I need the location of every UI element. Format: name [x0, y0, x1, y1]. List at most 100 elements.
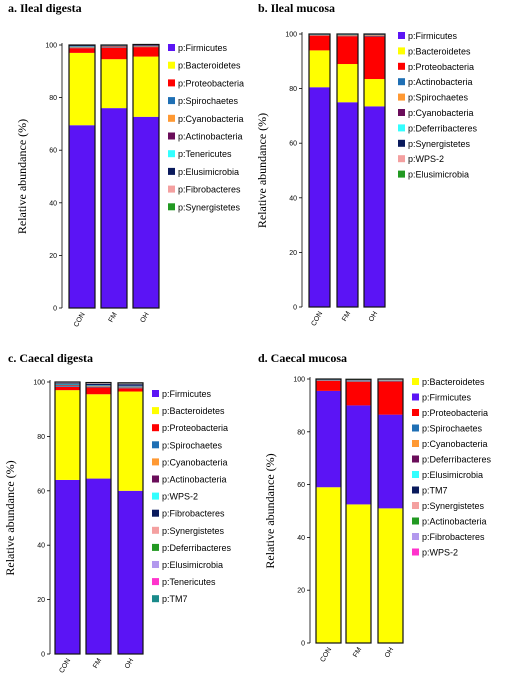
x-tick-label: OH — [139, 312, 150, 325]
legend-swatch — [168, 61, 175, 69]
y-tick-label: 20 — [297, 588, 305, 595]
x-tick-label: CON — [319, 647, 333, 664]
bar-outline — [345, 378, 372, 644]
legend-label: p:Synergistetes — [422, 501, 485, 511]
x-tick-label: FM — [92, 657, 103, 669]
legend-label: p:Firmicutes — [422, 393, 472, 403]
legend-label: p:Deferribacteres — [422, 455, 492, 465]
legend-label: p:Elusimicrobia — [162, 560, 223, 570]
legend-swatch — [152, 424, 159, 432]
x-tick-label: FM — [108, 311, 119, 323]
legend-swatch — [152, 407, 159, 415]
legend-label: p:Fibrobacteres — [422, 532, 485, 542]
y-tick-label: 0 — [293, 305, 297, 312]
x-tick-label: OH — [384, 647, 395, 660]
legend-label: p:Bacteroidetes — [408, 46, 471, 56]
bar-segment — [133, 47, 159, 57]
bar-segment — [55, 386, 80, 387]
bar-segment — [55, 386, 80, 391]
bar-segment — [364, 36, 385, 80]
y-tick-label: 80 — [289, 86, 297, 93]
legend-swatch — [152, 390, 159, 397]
legend-label: p:Elusimicrobia — [178, 167, 239, 177]
y-tick-label: 80 — [37, 434, 45, 441]
legend-label: p:Proteobacteria — [422, 408, 488, 418]
y-tick-label: 60 — [37, 488, 45, 495]
y-tick-label: 80 — [297, 429, 305, 436]
bar-outline — [85, 381, 112, 655]
legend-swatch — [152, 578, 159, 586]
y-tick-label: 0 — [41, 652, 45, 659]
legend-label: p:Bacteroidetes — [422, 377, 485, 387]
bar-segment — [309, 50, 330, 88]
bar-segment — [337, 36, 358, 65]
legend-swatch — [168, 185, 175, 193]
bar-segment — [118, 386, 143, 388]
bar-segment — [69, 47, 95, 49]
bar-segment — [118, 384, 143, 386]
legend-swatch — [398, 155, 405, 163]
bar-segment — [133, 45, 159, 47]
bar-segment — [133, 116, 159, 308]
bar-segment — [101, 47, 127, 60]
legend-label: p:WPS-2 — [422, 548, 458, 558]
bar-segment — [346, 381, 371, 406]
legend-swatch — [412, 378, 419, 385]
bar-segment — [55, 479, 80, 654]
legend-swatch — [168, 114, 175, 122]
bar-segment — [316, 487, 341, 643]
legend-label: p:Synergistetes — [408, 139, 471, 149]
bar-segment — [118, 387, 143, 389]
legend-label: p:Fibrobacteres — [162, 509, 225, 519]
legend-swatch — [152, 441, 159, 449]
legend-swatch — [398, 47, 405, 55]
legend-swatch — [152, 509, 159, 517]
legend-label: p:Cyanobacteria — [162, 457, 228, 467]
y-tick-label: 20 — [49, 253, 57, 260]
legend-swatch — [412, 409, 419, 416]
legend-swatch — [398, 93, 405, 101]
legend-label: p:Firmicutes — [162, 389, 212, 399]
x-tick-label: OH — [368, 311, 379, 324]
legend-swatch — [398, 32, 405, 39]
bar-outline — [68, 44, 96, 309]
legend-swatch — [168, 167, 175, 175]
y-tick-label: 100 — [293, 377, 305, 384]
legend-swatch — [152, 526, 159, 534]
x-tick-label: FM — [341, 310, 352, 322]
panel-1: a. Ileal digesta 0 20 40 60 80 100 Relative abu… — [8, 1, 244, 328]
legend-swatch — [412, 533, 419, 540]
legend-swatch — [412, 471, 419, 478]
legend-label: p:Actinobacteria — [162, 475, 227, 485]
bar-segment — [86, 385, 111, 387]
legend-label: p:Spirochaetes — [162, 440, 223, 450]
legend-label: p:Fibrobacteres — [178, 185, 241, 195]
bar-segment — [346, 381, 371, 382]
bar-segment — [316, 390, 341, 488]
legend-label: p:Firmicutes — [178, 43, 228, 53]
bar-segment — [118, 388, 143, 392]
bar-segment — [86, 386, 111, 388]
legend-swatch — [412, 455, 419, 463]
legend-swatch — [398, 78, 405, 86]
legend-label: p:Synergistetes — [178, 202, 241, 212]
bar-segment — [69, 47, 95, 48]
legend-swatch — [168, 97, 175, 105]
bar-segment — [118, 490, 143, 654]
bar-segment — [364, 35, 385, 37]
panel-3: c. Caecal digesta 0 20 40 60 80 100 Relative ab… — [3, 351, 232, 674]
legend-label: p:Deferribacteres — [408, 123, 478, 133]
legend-label: p:Proteobacteria — [178, 78, 244, 88]
bar-segment — [337, 35, 358, 37]
y-axis-title: Relative abundance (%) — [3, 460, 17, 575]
bar-segment — [55, 383, 80, 385]
panel-title: a. Ileal digesta — [8, 1, 82, 15]
y-tick-label: 0 — [53, 306, 57, 313]
bar-segment — [133, 56, 159, 117]
bar-segment — [69, 46, 95, 48]
y-axis-title: Relative abundance (%) — [263, 453, 277, 568]
bar-segment — [101, 46, 127, 47]
y-tick-label: 20 — [37, 597, 45, 604]
legend-label: p:WPS-2 — [408, 154, 444, 164]
